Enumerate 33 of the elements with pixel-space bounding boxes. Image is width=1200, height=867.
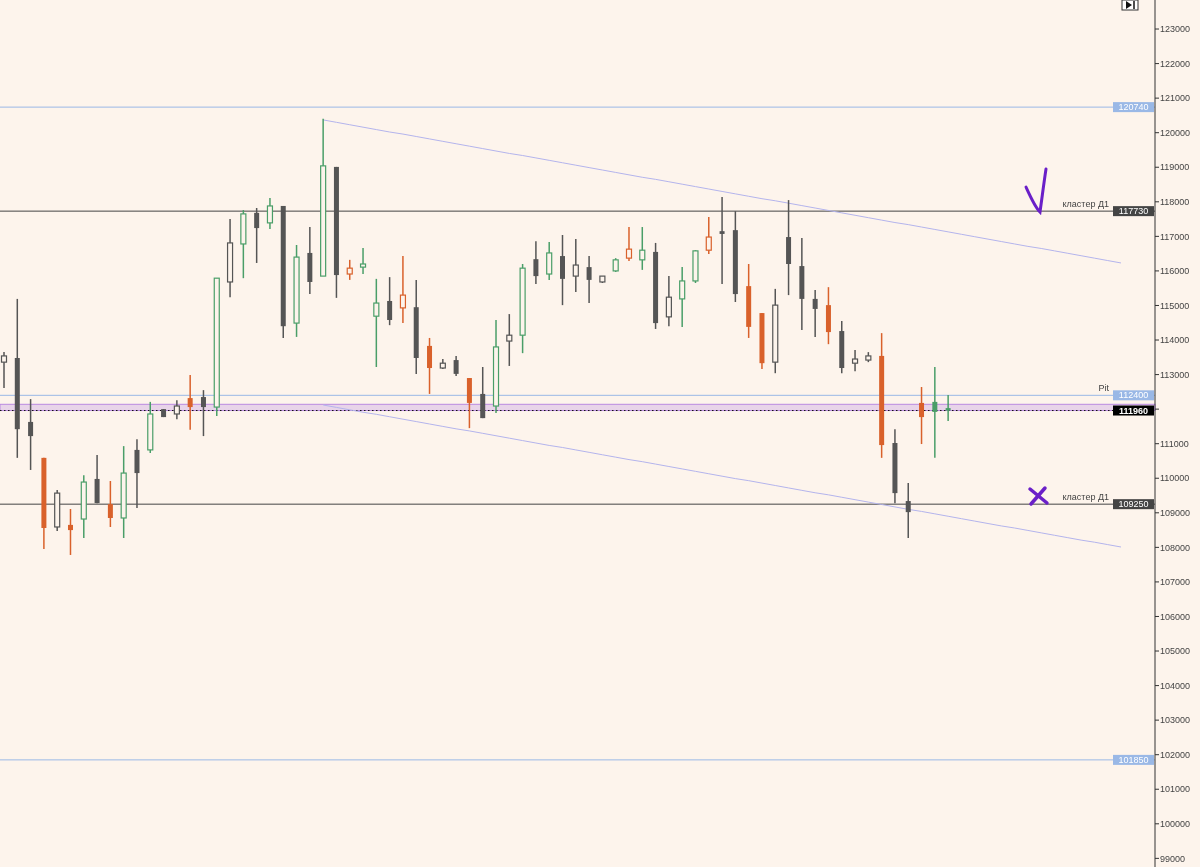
ref-line-label: 120740 xyxy=(1118,102,1149,113)
y-tick-label: 113000 xyxy=(1160,369,1190,380)
y-tick-label: 115000 xyxy=(1160,300,1190,311)
y-tick-label: 119000 xyxy=(1160,162,1190,173)
y-tick-label: 105000 xyxy=(1160,646,1191,657)
y-tick-label: 109000 xyxy=(1160,507,1191,518)
ref-line-label: 111960 xyxy=(1118,405,1149,416)
y-tick-label: 104000 xyxy=(1160,680,1191,691)
y-tick-label: 120000 xyxy=(1160,127,1191,138)
y-tick-label: 100000 xyxy=(1160,818,1191,829)
y-tick-label: 110000 xyxy=(1160,473,1190,484)
y-tick-label: 107000 xyxy=(1160,577,1191,588)
y-tick-label: 111000 xyxy=(1160,438,1189,449)
y-tick-label: 102000 xyxy=(1160,749,1191,760)
y-tick-label: 123000 xyxy=(1160,24,1191,35)
ref-line-label: 101850 xyxy=(1118,755,1149,766)
y-tick-label: 114000 xyxy=(1160,335,1190,346)
y-tick-label: 116000 xyxy=(1160,266,1190,277)
annotation: кластер Д1 xyxy=(1062,199,1109,210)
ref-line-label: 112400 xyxy=(1118,390,1149,401)
annotation: кластер Д1 xyxy=(1062,492,1109,503)
y-tick-label: 99000 xyxy=(1160,853,1186,864)
ref-line-label: 109250 xyxy=(1118,499,1149,510)
y-tick-label: 103000 xyxy=(1160,715,1191,726)
y-tick-label: 118000 xyxy=(1160,196,1190,207)
y-tick-label: 108000 xyxy=(1160,542,1191,553)
y-tick-label: 106000 xyxy=(1160,611,1191,622)
y-tick-label: 117000 xyxy=(1160,231,1190,242)
annotation: Pit xyxy=(1098,383,1110,394)
ref-line-label: 117730 xyxy=(1118,206,1149,217)
y-tick-label: 101000 xyxy=(1160,784,1191,795)
y-tick-label: 122000 xyxy=(1160,58,1191,69)
y-tick-label: 121000 xyxy=(1160,93,1191,104)
